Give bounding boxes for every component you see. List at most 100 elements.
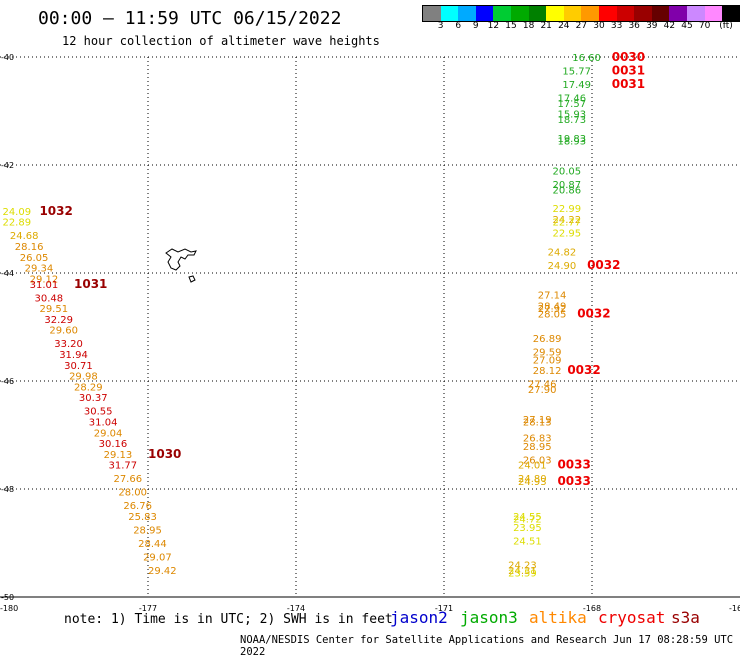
wave-height-label: 18.93	[557, 137, 586, 148]
color-scale-tick: 30	[593, 21, 605, 31]
wave-height-label: 22.95	[553, 229, 582, 240]
wave-height-label: 24.09	[2, 207, 31, 218]
land-islands	[165, 248, 197, 283]
wave-height-label: 26.76	[123, 501, 152, 512]
lon-tick-label: -180	[0, 604, 18, 613]
wave-height-label: 20.05	[553, 166, 582, 177]
color-swatch-2	[458, 6, 476, 21]
wave-height-label: 25.83	[128, 512, 157, 523]
color-swatch-8	[563, 6, 582, 21]
wave-height-label: 28.16	[15, 242, 44, 253]
wave-height-label: 24.68	[10, 231, 39, 242]
color-scale-tick: 42	[663, 21, 676, 31]
lat-tick-label: -42	[1, 161, 14, 170]
pass-time-label: 1032	[39, 204, 72, 218]
pass-time-label: 0033	[557, 474, 590, 488]
wave-height-label: 15.93	[557, 110, 586, 121]
color-swatch-12	[634, 6, 652, 21]
color-swatch-10	[598, 6, 617, 21]
wave-height-label: 24.80	[518, 474, 547, 485]
wave-height-label: 31.01	[30, 280, 59, 291]
color-scale-labels: 3 6 9 12 15 18 21 24 27 30 33 36 39 42 45 70 (ft)	[422, 21, 740, 33]
wave-height-label: 17.49	[562, 80, 591, 91]
color-scale-tick: 21	[540, 21, 552, 31]
wave-height-label: 24.22	[553, 215, 582, 226]
lat-tick-label: -48	[1, 485, 14, 494]
wave-height-label: 28.95	[133, 526, 162, 537]
color-scale-tick: 70	[698, 21, 711, 31]
wave-height-label: 31.94	[59, 350, 88, 361]
wave-height-label: 31.04	[89, 418, 118, 429]
wave-height-label: 30.71	[64, 361, 93, 372]
wave-height-label: 31.77	[109, 461, 138, 472]
wave-height-label: 29.13	[104, 450, 133, 461]
wave-height-label: 28.12	[533, 366, 562, 377]
wave-height-label: 18.73	[557, 115, 586, 126]
color-scale-tick: 15	[505, 21, 517, 31]
axis-labels: -40 -42 -44 -46 -48 -50 -180 -177 -174 -171 -168 -1…	[0, 53, 740, 613]
color-swatch-13	[651, 6, 670, 21]
color-swatch-11	[616, 6, 635, 21]
legend-item-jason3: jason3	[460, 608, 518, 627]
color-scale-tick: 27	[575, 21, 588, 31]
color-swatch-4	[493, 6, 511, 21]
wave-height-label: 30.55	[84, 407, 113, 418]
lon-tick-label: -171	[435, 604, 453, 613]
color-scale-tick: 39	[646, 21, 658, 31]
wave-height-label: 24.72	[513, 515, 542, 526]
wave-height-label: 22.77	[553, 218, 582, 229]
color-scale-tick: 36	[628, 21, 640, 31]
color-swatch-14	[669, 6, 687, 21]
wave-height-label: 28.44	[138, 539, 167, 550]
wave-height-label: 24.93	[518, 477, 547, 488]
wave-height-label: 26.03	[523, 455, 552, 466]
wave-height-label: 17.46	[557, 94, 586, 105]
color-scale-bar	[422, 5, 740, 22]
color-swatch-6	[528, 6, 547, 21]
wave-height-label: 23.59	[508, 569, 537, 580]
wave-height-label: 28.49	[538, 301, 567, 312]
lon-tick-label: -168	[583, 604, 601, 613]
lat-tick-label: -40	[1, 53, 14, 62]
color-scale-tick: 24	[558, 21, 570, 31]
pass-time-label: 0032	[577, 307, 610, 321]
wave-height-label: 15.77	[562, 67, 591, 78]
wave-height-label: 27.90	[528, 385, 557, 396]
legend-item-s3a: s3a	[671, 608, 700, 627]
pass-time-label: 0032	[567, 363, 600, 377]
wave-height-label: 26.83	[523, 434, 552, 445]
pass-time-label: 1030	[148, 447, 181, 461]
lon-tick-label: -16	[729, 604, 740, 613]
pitt-island-icon	[188, 275, 196, 283]
wave-height-label: 27.66	[113, 474, 142, 485]
wave-height-label: 30.37	[79, 393, 108, 404]
wave-height-label: 29.12	[30, 274, 59, 285]
wave-height-label: 30.48	[35, 293, 64, 304]
wave-height-label: 24.82	[548, 247, 577, 258]
wave-height-label: 24.01	[518, 461, 547, 472]
color-swatch-7	[546, 6, 564, 21]
pass-time-label: 0033	[557, 458, 590, 472]
color-swatch-17	[722, 6, 740, 21]
wave-height-label: 28.00	[118, 488, 147, 499]
wave-height-label: 24.51	[513, 536, 542, 547]
color-scale-tick: 9	[472, 21, 479, 31]
wave-height-label: 26.05	[20, 253, 49, 264]
lat-tick-label: -44	[1, 269, 14, 278]
wave-height-label: 29.42	[148, 566, 177, 577]
pass-time-label: 0032	[587, 258, 620, 272]
color-scale-tick: 12	[487, 21, 500, 31]
wave-height-label: 29.98	[69, 372, 98, 383]
color-swatch-15	[686, 6, 705, 21]
chart-subtitle: 12 hour collection of altimeter wave hei…	[62, 34, 380, 48]
wave-height-label: 24.23	[508, 561, 537, 572]
wave-height-label: 28.29	[74, 382, 103, 393]
wave-height-label: 29.51	[39, 304, 68, 315]
wave-height-label: 24.31	[508, 566, 537, 577]
wave-height-label: 24.90	[548, 261, 577, 272]
wave-height-label: 19.83	[557, 134, 586, 145]
wave-height-label: 26.89	[533, 334, 562, 345]
wave-height-label: 32.29	[44, 315, 73, 326]
wave-height-label: 23.95	[513, 523, 542, 534]
color-scale-unit: (ft)	[719, 21, 733, 31]
